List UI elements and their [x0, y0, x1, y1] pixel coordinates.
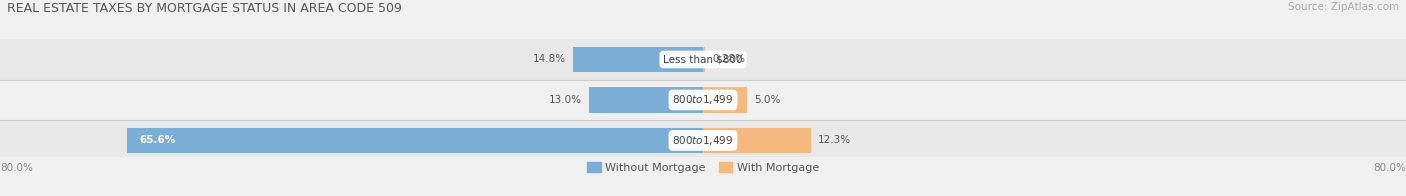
Bar: [703, 128, 811, 153]
Text: 12.3%: 12.3%: [818, 135, 851, 145]
Legend: Without Mortgage, With Mortgage: Without Mortgage, With Mortgage: [588, 162, 818, 173]
Text: 13.0%: 13.0%: [548, 95, 582, 105]
Bar: [127, 128, 703, 153]
Bar: [0, 39, 1406, 80]
Text: Less than $800: Less than $800: [664, 54, 742, 64]
Text: $800 to $1,499: $800 to $1,499: [672, 93, 734, 106]
Text: 65.6%: 65.6%: [139, 135, 176, 145]
Bar: [0, 120, 1406, 161]
Text: Source: ZipAtlas.com: Source: ZipAtlas.com: [1288, 2, 1399, 12]
Text: REAL ESTATE TAXES BY MORTGAGE STATUS IN AREA CODE 509: REAL ESTATE TAXES BY MORTGAGE STATUS IN …: [7, 2, 402, 15]
Text: $800 to $1,499: $800 to $1,499: [672, 134, 734, 147]
Bar: [0, 80, 1406, 120]
Bar: [574, 47, 703, 72]
Bar: [703, 47, 706, 72]
Text: 0.28%: 0.28%: [713, 54, 745, 64]
Text: 80.0%: 80.0%: [0, 163, 32, 173]
Bar: [589, 87, 703, 113]
Text: 80.0%: 80.0%: [1374, 163, 1406, 173]
Text: 5.0%: 5.0%: [754, 95, 780, 105]
Text: 14.8%: 14.8%: [533, 54, 565, 64]
Bar: [703, 87, 747, 113]
